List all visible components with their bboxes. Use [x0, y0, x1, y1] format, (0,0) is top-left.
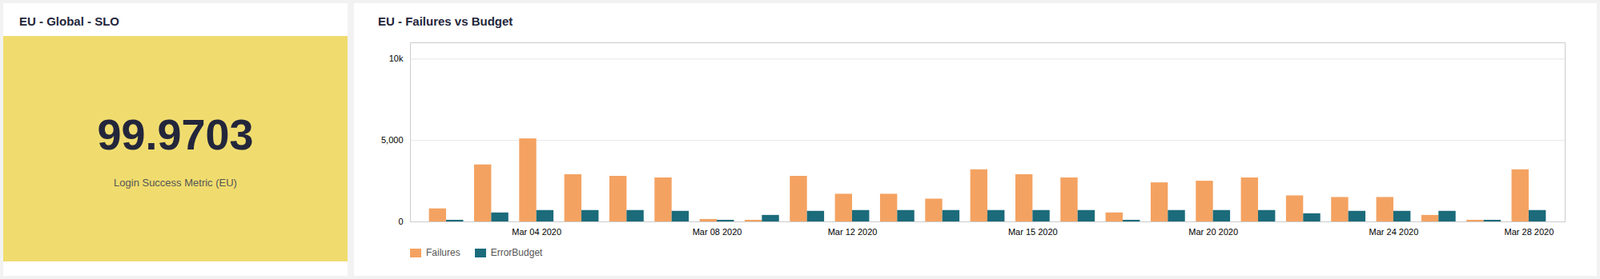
- svg-text:5,000: 5,000: [381, 135, 404, 145]
- html-text:ErrorBudget: ErrorBudget: [490, 247, 543, 259]
- html-text:Failures: Failures: [426, 247, 461, 259]
- html-text:Login Success Metric (EU): Login Success Metric (EU): [113, 176, 237, 189]
- svg-text:Mar 04 2020: Mar 04 2020: [511, 227, 562, 238]
- html-text:EU - Global - SLO: EU - Global - SLO: [19, 14, 120, 29]
- svg-text:Mar 24 2020: Mar 24 2020: [1369, 227, 1420, 238]
- html-text:99.9703: 99.9703: [97, 110, 254, 159]
- svg-text:Mar 15 2020: Mar 15 2020: [1008, 227, 1058, 238]
- svg-text:Mar 08 2020: Mar 08 2020: [692, 227, 743, 238]
- svg-text:0: 0: [397, 217, 403, 227]
- svg-text:10k: 10k: [389, 53, 404, 64]
- html-text:EU - Failures vs Budget: EU - Failures vs Budget: [377, 14, 513, 29]
- svg-text:Mar 28 2020: Mar 28 2020: [1504, 227, 1555, 238]
- svg-text:Mar 20 2020: Mar 20 2020: [1188, 227, 1239, 238]
- svg-text:Mar 12 2020: Mar 12 2020: [828, 227, 878, 238]
